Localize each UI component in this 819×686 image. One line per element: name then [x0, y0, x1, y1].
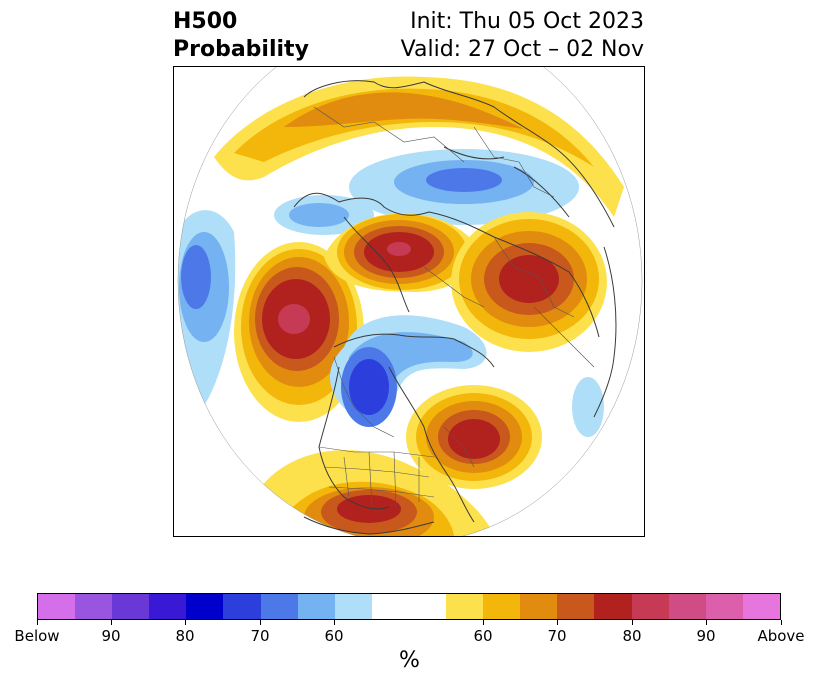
contour-below-70-c	[181, 245, 211, 309]
colorbar-tick-label: 70	[250, 627, 270, 645]
map-panel	[173, 66, 645, 537]
chart-title-left: H500 Probability	[173, 8, 309, 64]
country-borders	[313, 106, 595, 508]
colorbar-segment	[260, 594, 298, 619]
colorbar-tickmark	[557, 620, 558, 625]
title-valid-range: Valid: 27 Oct – 02 Nov	[400, 37, 644, 62]
colorbar-segment	[186, 594, 224, 619]
colorbar-tick-label: Below	[14, 627, 60, 645]
colorbar-segment	[483, 594, 521, 619]
colorbar-segment	[149, 594, 187, 619]
colorbar-tick-label: Above	[757, 627, 805, 645]
contour-above-70	[284, 92, 524, 129]
colorbar-segment	[38, 594, 76, 619]
contour-below-75-g	[349, 359, 389, 415]
colorbar-tickmark	[185, 620, 186, 625]
colorbar-tick-label: 90	[101, 627, 121, 645]
title-variable: H500	[173, 9, 238, 34]
contour-above-80-f	[499, 255, 559, 303]
colorbar-tick-label: 60	[473, 627, 493, 645]
colorbar	[37, 593, 781, 620]
probability-map	[177, 67, 643, 536]
contour-below-70	[426, 168, 502, 192]
colorbar-segment	[705, 594, 743, 619]
colorbar-tickmark	[111, 620, 112, 625]
colorbar-label: %	[399, 648, 420, 673]
contour-below-65-b	[289, 203, 349, 227]
coastlines	[293, 80, 617, 535]
colorbar-segment	[112, 594, 150, 619]
colorbar-segment	[668, 594, 706, 619]
colorbar-segment	[631, 594, 669, 619]
colorbar-segment	[297, 594, 335, 619]
colorbar-tickmark	[334, 620, 335, 625]
colorbar-tickmark	[632, 620, 633, 625]
colorbar-segment	[557, 594, 595, 619]
colorbar-tick-label: 70	[547, 627, 567, 645]
colorbar-segment	[75, 594, 113, 619]
colorbar-segment	[742, 594, 780, 619]
probability-field	[178, 67, 642, 536]
colorbar-segment	[594, 594, 632, 619]
chart-title-right: Init: Thu 05 Oct 2023 Valid: 27 Oct – 02…	[401, 8, 644, 64]
title-product: Probability	[173, 37, 309, 62]
colorbar-tick-label: 80	[622, 627, 642, 645]
colorbar-segment	[446, 594, 484, 619]
colorbar-tickmark	[483, 620, 484, 625]
map-boundary	[177, 67, 643, 536]
title-init-date: Init: Thu 05 Oct 2023	[410, 9, 644, 34]
colorbar-tick-label: 90	[696, 627, 716, 645]
colorbar-segment	[520, 594, 558, 619]
colorbar-segment	[371, 594, 447, 619]
contour-below-60-j	[572, 377, 604, 437]
colorbar-segment	[223, 594, 261, 619]
colorbar-tickmark	[706, 620, 707, 625]
contour-above-85-e	[387, 242, 411, 256]
colorbar-tick-label: 60	[324, 627, 344, 645]
colorbar-tickmark	[781, 620, 782, 625]
colorbar-tick-label: 80	[175, 627, 195, 645]
colorbar-tickmark	[37, 620, 38, 625]
contour-above-80-h	[448, 419, 500, 459]
colorbar-tickmark	[260, 620, 261, 625]
colorbar-segment	[334, 594, 372, 619]
contour-above-85-d	[278, 304, 310, 334]
